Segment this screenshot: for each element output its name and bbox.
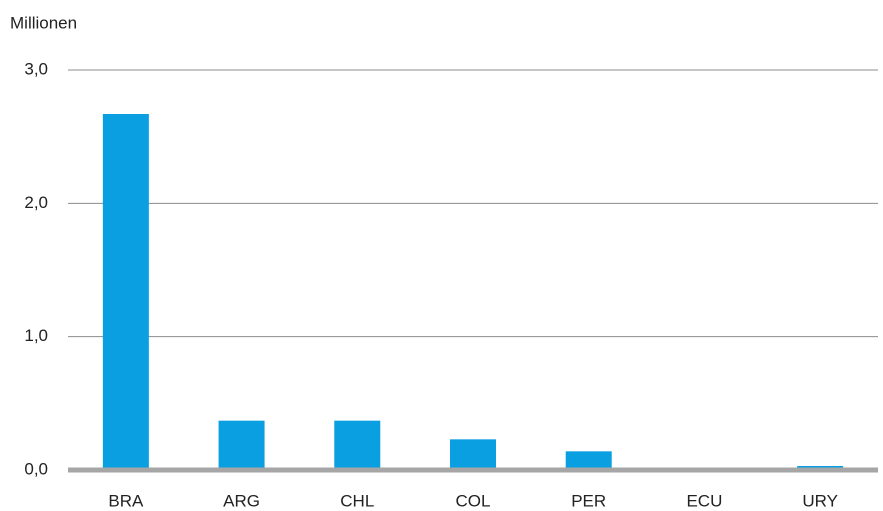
y-tick-label: 3,0: [24, 59, 48, 78]
x-tick-label: PER: [571, 491, 606, 510]
bar: [450, 439, 496, 470]
bar: [102, 114, 149, 470]
y-tick-label: 0,0: [24, 459, 48, 478]
y-tick-label: 2,0: [24, 193, 48, 212]
x-tick-label: BRA: [108, 491, 144, 510]
x-tick-label: URY: [802, 491, 838, 510]
y-axis-label: Millionen: [10, 13, 77, 32]
y-tick-label: 1,0: [24, 326, 48, 345]
bar: [565, 451, 612, 470]
x-tick-label: ECU: [686, 491, 722, 510]
x-tick-label: ARG: [223, 491, 260, 510]
x-tick-label: COL: [456, 491, 491, 510]
bar: [334, 420, 381, 470]
bar: [218, 420, 265, 470]
x-tick-label: CHL: [340, 491, 374, 510]
